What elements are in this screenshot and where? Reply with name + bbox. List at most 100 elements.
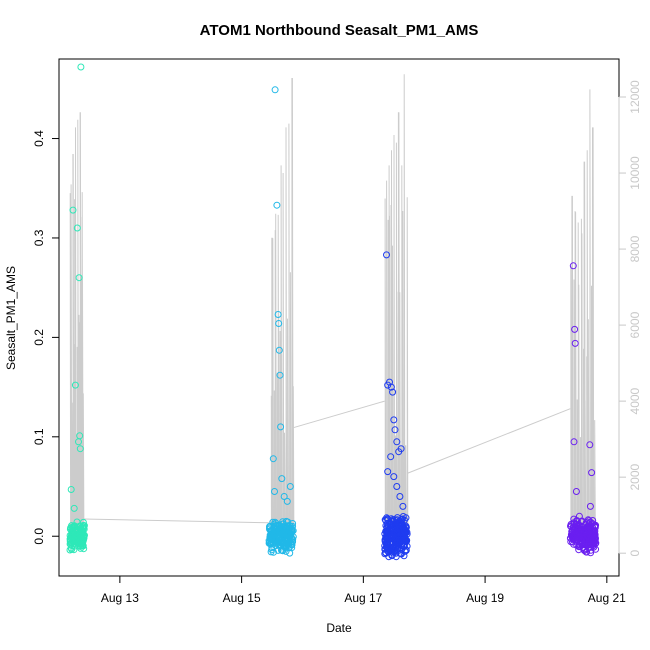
data-point: [388, 533, 396, 541]
data-point: [271, 86, 279, 94]
data-point: [587, 525, 595, 533]
data-point: [285, 538, 293, 546]
data-point: [586, 502, 594, 510]
data-point: [585, 533, 592, 541]
data-point: [269, 455, 277, 463]
chart-title: ATOM1 Northbound Seasalt_PM1_AMS: [200, 22, 479, 39]
data-point: [397, 445, 405, 453]
y-tick-label: 0.3: [32, 229, 46, 246]
data-point: [570, 438, 578, 446]
secondary-line-segment-1: [270, 77, 295, 542]
data-point: [272, 523, 280, 531]
data-point: [70, 524, 78, 532]
data-point: [289, 538, 297, 546]
plot-frame: [58, 58, 620, 577]
data-point: [567, 538, 575, 546]
data-point: [70, 546, 78, 554]
y2-tick-label: 2000: [628, 463, 642, 490]
data-point: [67, 524, 75, 532]
data-point: [267, 548, 275, 556]
data-point: [582, 519, 590, 527]
data-point: [571, 339, 579, 347]
secondary-connector-1: [293, 400, 385, 429]
data-point: [393, 522, 401, 529]
data-point: [581, 526, 589, 534]
y2-tick-label: 4000: [628, 387, 642, 414]
data-point: [274, 311, 282, 318]
data-point: [402, 524, 410, 532]
data-point: [76, 432, 84, 440]
secondary-line-layer: [69, 74, 596, 543]
secondary-line-segment-2: [384, 74, 409, 542]
y-tick-label: 0.1: [32, 428, 46, 445]
y2-tick-label: 0: [628, 550, 642, 557]
data-point: [393, 438, 401, 446]
data-point: [396, 493, 404, 500]
data-point: [80, 522, 88, 530]
y-axis-label: Seasalt_PM1_AMS: [4, 266, 18, 370]
data-point: [591, 530, 599, 538]
secondary-line-segment-3: [569, 89, 596, 543]
data-point: [384, 468, 392, 476]
data-point: [76, 534, 83, 542]
data-point: [390, 473, 398, 481]
data-point: [572, 488, 580, 495]
data-point: [266, 524, 274, 532]
data-point: [586, 441, 594, 449]
x-tick-label: Aug 15: [223, 591, 261, 605]
y-tick-label: 0.2: [32, 329, 46, 346]
secondary-connector-2: [407, 408, 571, 474]
data-point: [383, 251, 390, 259]
y-axis-left: 0.0 0.1 0.2 0.3 0.4: [32, 130, 60, 545]
x-axis-label: Date: [326, 621, 352, 635]
data-point: [395, 536, 403, 544]
y2-tick-label: 8000: [628, 235, 642, 262]
data-point: [275, 320, 283, 327]
data-point: [382, 540, 390, 547]
data-point: [67, 536, 75, 544]
y-tick-label: 0.0: [32, 528, 46, 545]
y-tick-label: 0.4: [32, 130, 46, 147]
data-point: [70, 504, 78, 512]
data-point: [399, 502, 407, 510]
x-axis: Aug 13 Aug 15 Aug 17 Aug 19 Aug 21: [101, 575, 626, 605]
data-point: [282, 547, 290, 555]
x-tick-label: Aug 21: [588, 591, 626, 605]
data-point: [571, 325, 579, 333]
data-point: [588, 469, 596, 477]
secondary-connector-0: [83, 518, 270, 524]
y2-tick-label: 6000: [628, 311, 642, 338]
x-tick-label: Aug 19: [466, 591, 504, 605]
data-point: [592, 521, 600, 529]
data-point: [275, 531, 283, 539]
data-point: [289, 527, 297, 535]
data-point: [280, 493, 288, 500]
data-point: [389, 388, 397, 396]
data-point: [270, 548, 277, 556]
data-point: [273, 201, 281, 209]
data-point: [67, 486, 75, 493]
x-tick-label: Aug 13: [101, 591, 139, 605]
data-point: [75, 274, 83, 282]
data-point: [271, 535, 279, 543]
data-point: [66, 546, 74, 554]
data-point: [71, 542, 79, 550]
data-point: [393, 483, 401, 490]
data-point: [270, 531, 278, 538]
data-point: [570, 520, 578, 528]
data-point: [276, 371, 284, 379]
data-point: [387, 383, 395, 391]
data-point: [387, 453, 395, 461]
data-point: [402, 514, 410, 522]
data-point: [69, 206, 77, 214]
data-point: [385, 553, 393, 561]
data-point: [397, 550, 405, 558]
data-point: [390, 416, 398, 424]
data-point: [276, 528, 284, 536]
data-point: [77, 63, 85, 71]
data-point: [76, 445, 84, 453]
data-point: [389, 518, 397, 526]
data-point: [582, 548, 590, 556]
data-point: [574, 534, 582, 541]
